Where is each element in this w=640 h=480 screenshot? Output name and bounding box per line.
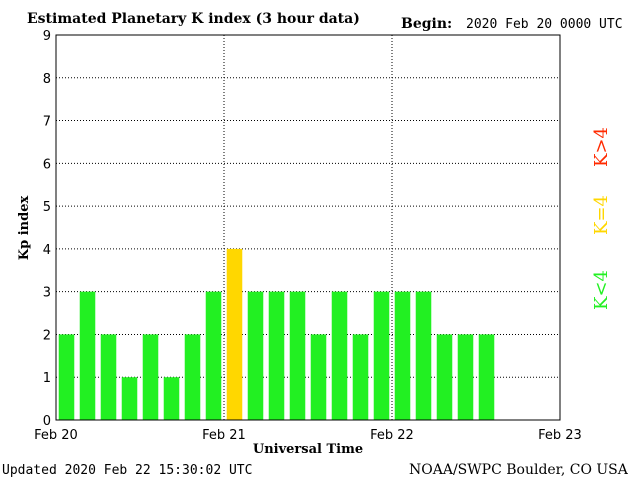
updated-timestamp: Updated 2020 Feb 22 15:30:02 UTC: [2, 463, 252, 478]
kp-bar: [268, 291, 285, 420]
kp-bar: [394, 291, 411, 420]
x-axis-label: Universal Time: [253, 442, 363, 457]
y-tick-label: 5: [43, 200, 51, 215]
kp-bar: [436, 334, 453, 420]
y-tick-label: 3: [43, 286, 51, 301]
legend-entry: K<4: [591, 270, 612, 310]
x-tick-labels: Feb 20 Feb 21 Feb 22 Feb 23: [34, 428, 582, 443]
y-tick-label: 0: [43, 414, 51, 429]
kp-bar: [457, 334, 474, 420]
y-tick-label: 7: [43, 115, 51, 130]
kp-bar: [373, 291, 390, 420]
kp-bar: [142, 334, 159, 420]
begin-label: Begin:: [401, 16, 452, 32]
legend-entry: K>4: [591, 127, 612, 167]
chart-title: Estimated Planetary K index (3 hour data…: [27, 11, 360, 27]
y-tick-label: 8: [43, 72, 51, 87]
kp-bar: [289, 291, 306, 420]
kp-bar: [331, 291, 348, 420]
y-tick-label: 6: [43, 157, 51, 172]
legend-entry: K=4: [591, 195, 612, 235]
y-tick-label: 1: [43, 371, 51, 386]
x-tick-label: Feb 20: [34, 428, 78, 443]
kp-bar: [163, 377, 180, 420]
x-tick-label: Feb 21: [202, 428, 246, 443]
x-tick-label: Feb 22: [370, 428, 414, 443]
source-credit: NOAA/SWPC Boulder, CO USA: [409, 462, 629, 478]
plot-frame: [55, 34, 561, 421]
y-tick-labels: 0 1 2 3 4 5 6 7 8 9: [43, 29, 51, 429]
y-tick-label: 4: [43, 243, 51, 258]
kp-bar: [478, 334, 495, 420]
kp-bar: [226, 248, 243, 420]
y-tick-label: 2: [43, 328, 51, 343]
y-axis-label: Kp index: [17, 196, 32, 261]
kp-bar: [205, 291, 222, 420]
kp-bar: [58, 334, 75, 420]
kp-bar: [352, 334, 369, 420]
kp-bar: [184, 334, 201, 420]
kp-bar: [415, 291, 432, 420]
kp-bar: [79, 291, 96, 420]
x-tick-label: Feb 23: [538, 428, 582, 443]
kp-bar: [100, 334, 117, 420]
bars: [58, 248, 495, 420]
begin-value: 2020 Feb 20 0000 UTC: [466, 17, 623, 32]
kp-bar: [247, 291, 264, 420]
kp-bar: [310, 334, 327, 420]
legend: K<4 K=4 K>4: [591, 127, 612, 310]
y-tick-label: 9: [43, 29, 51, 44]
kp-bar: [121, 377, 138, 420]
